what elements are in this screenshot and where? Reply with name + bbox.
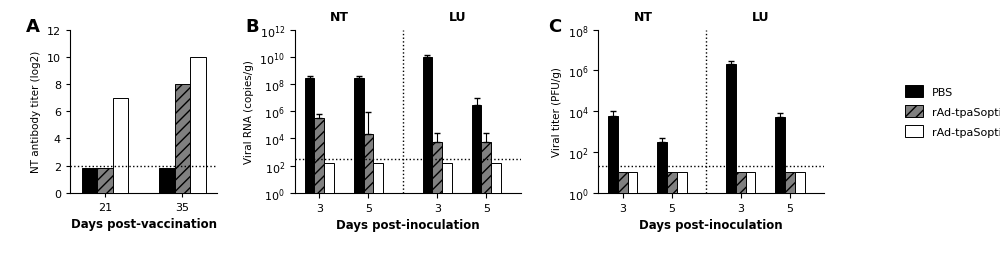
Bar (354, 78, 364, 254)
X-axis label: Days post-inoculation: Days post-inoculation (639, 218, 783, 231)
Bar (657, 143, 667, 254)
Bar (618, 173, 628, 254)
Y-axis label: NT antibody titer (log2): NT antibody titer (log2) (31, 51, 41, 173)
Text: NT: NT (634, 11, 653, 24)
Bar (113, 98, 128, 193)
Bar (423, 58, 432, 254)
Bar (432, 143, 442, 254)
Bar (314, 119, 324, 254)
Y-axis label: Viral titer (PFU/g): Viral titer (PFU/g) (552, 67, 562, 156)
Bar (628, 173, 637, 254)
Y-axis label: Viral RNA (copies/g): Viral RNA (copies/g) (244, 60, 254, 164)
Bar (472, 105, 481, 254)
Text: LU: LU (449, 11, 466, 24)
Bar (373, 164, 383, 254)
Bar (785, 173, 795, 254)
Text: C: C (548, 18, 562, 35)
X-axis label: Days post-inoculation: Days post-inoculation (336, 218, 480, 231)
Bar (608, 116, 618, 254)
Bar (442, 164, 452, 254)
Bar (795, 173, 805, 254)
Bar (667, 173, 677, 254)
X-axis label: Days post-vaccination: Days post-vaccination (71, 217, 217, 230)
Bar (305, 78, 314, 254)
Bar (481, 143, 491, 254)
Bar (726, 65, 736, 254)
Bar (97, 169, 113, 193)
Text: NT: NT (330, 11, 349, 24)
Text: A: A (26, 18, 40, 35)
Bar (190, 58, 206, 193)
Bar (175, 85, 190, 193)
Bar (159, 169, 175, 193)
Text: B: B (245, 18, 259, 35)
Bar (736, 173, 746, 254)
Legend: PBS, rAd-tpaSopti, rAd-tpaSopti6P: PBS, rAd-tpaSopti, rAd-tpaSopti6P (903, 84, 1000, 140)
Bar (746, 173, 755, 254)
Bar (491, 164, 501, 254)
Bar (677, 173, 687, 254)
Text: LU: LU (752, 11, 770, 24)
Bar (324, 164, 334, 254)
Bar (82, 169, 97, 193)
Bar (364, 135, 373, 254)
Bar (775, 118, 785, 254)
